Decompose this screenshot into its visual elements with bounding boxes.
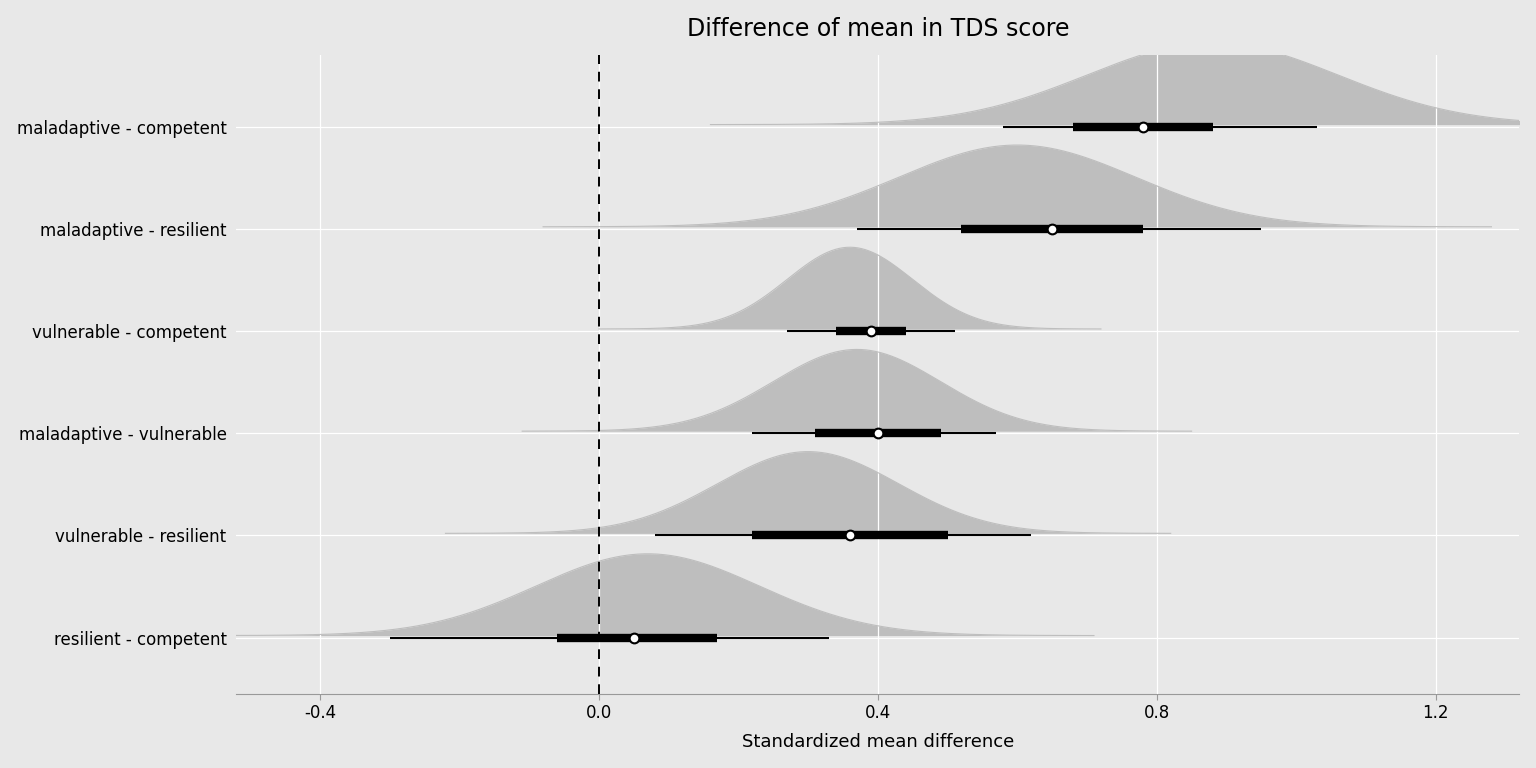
X-axis label: Standardized mean difference: Standardized mean difference — [742, 733, 1014, 751]
Title: Difference of mean in TDS score: Difference of mean in TDS score — [687, 17, 1069, 41]
